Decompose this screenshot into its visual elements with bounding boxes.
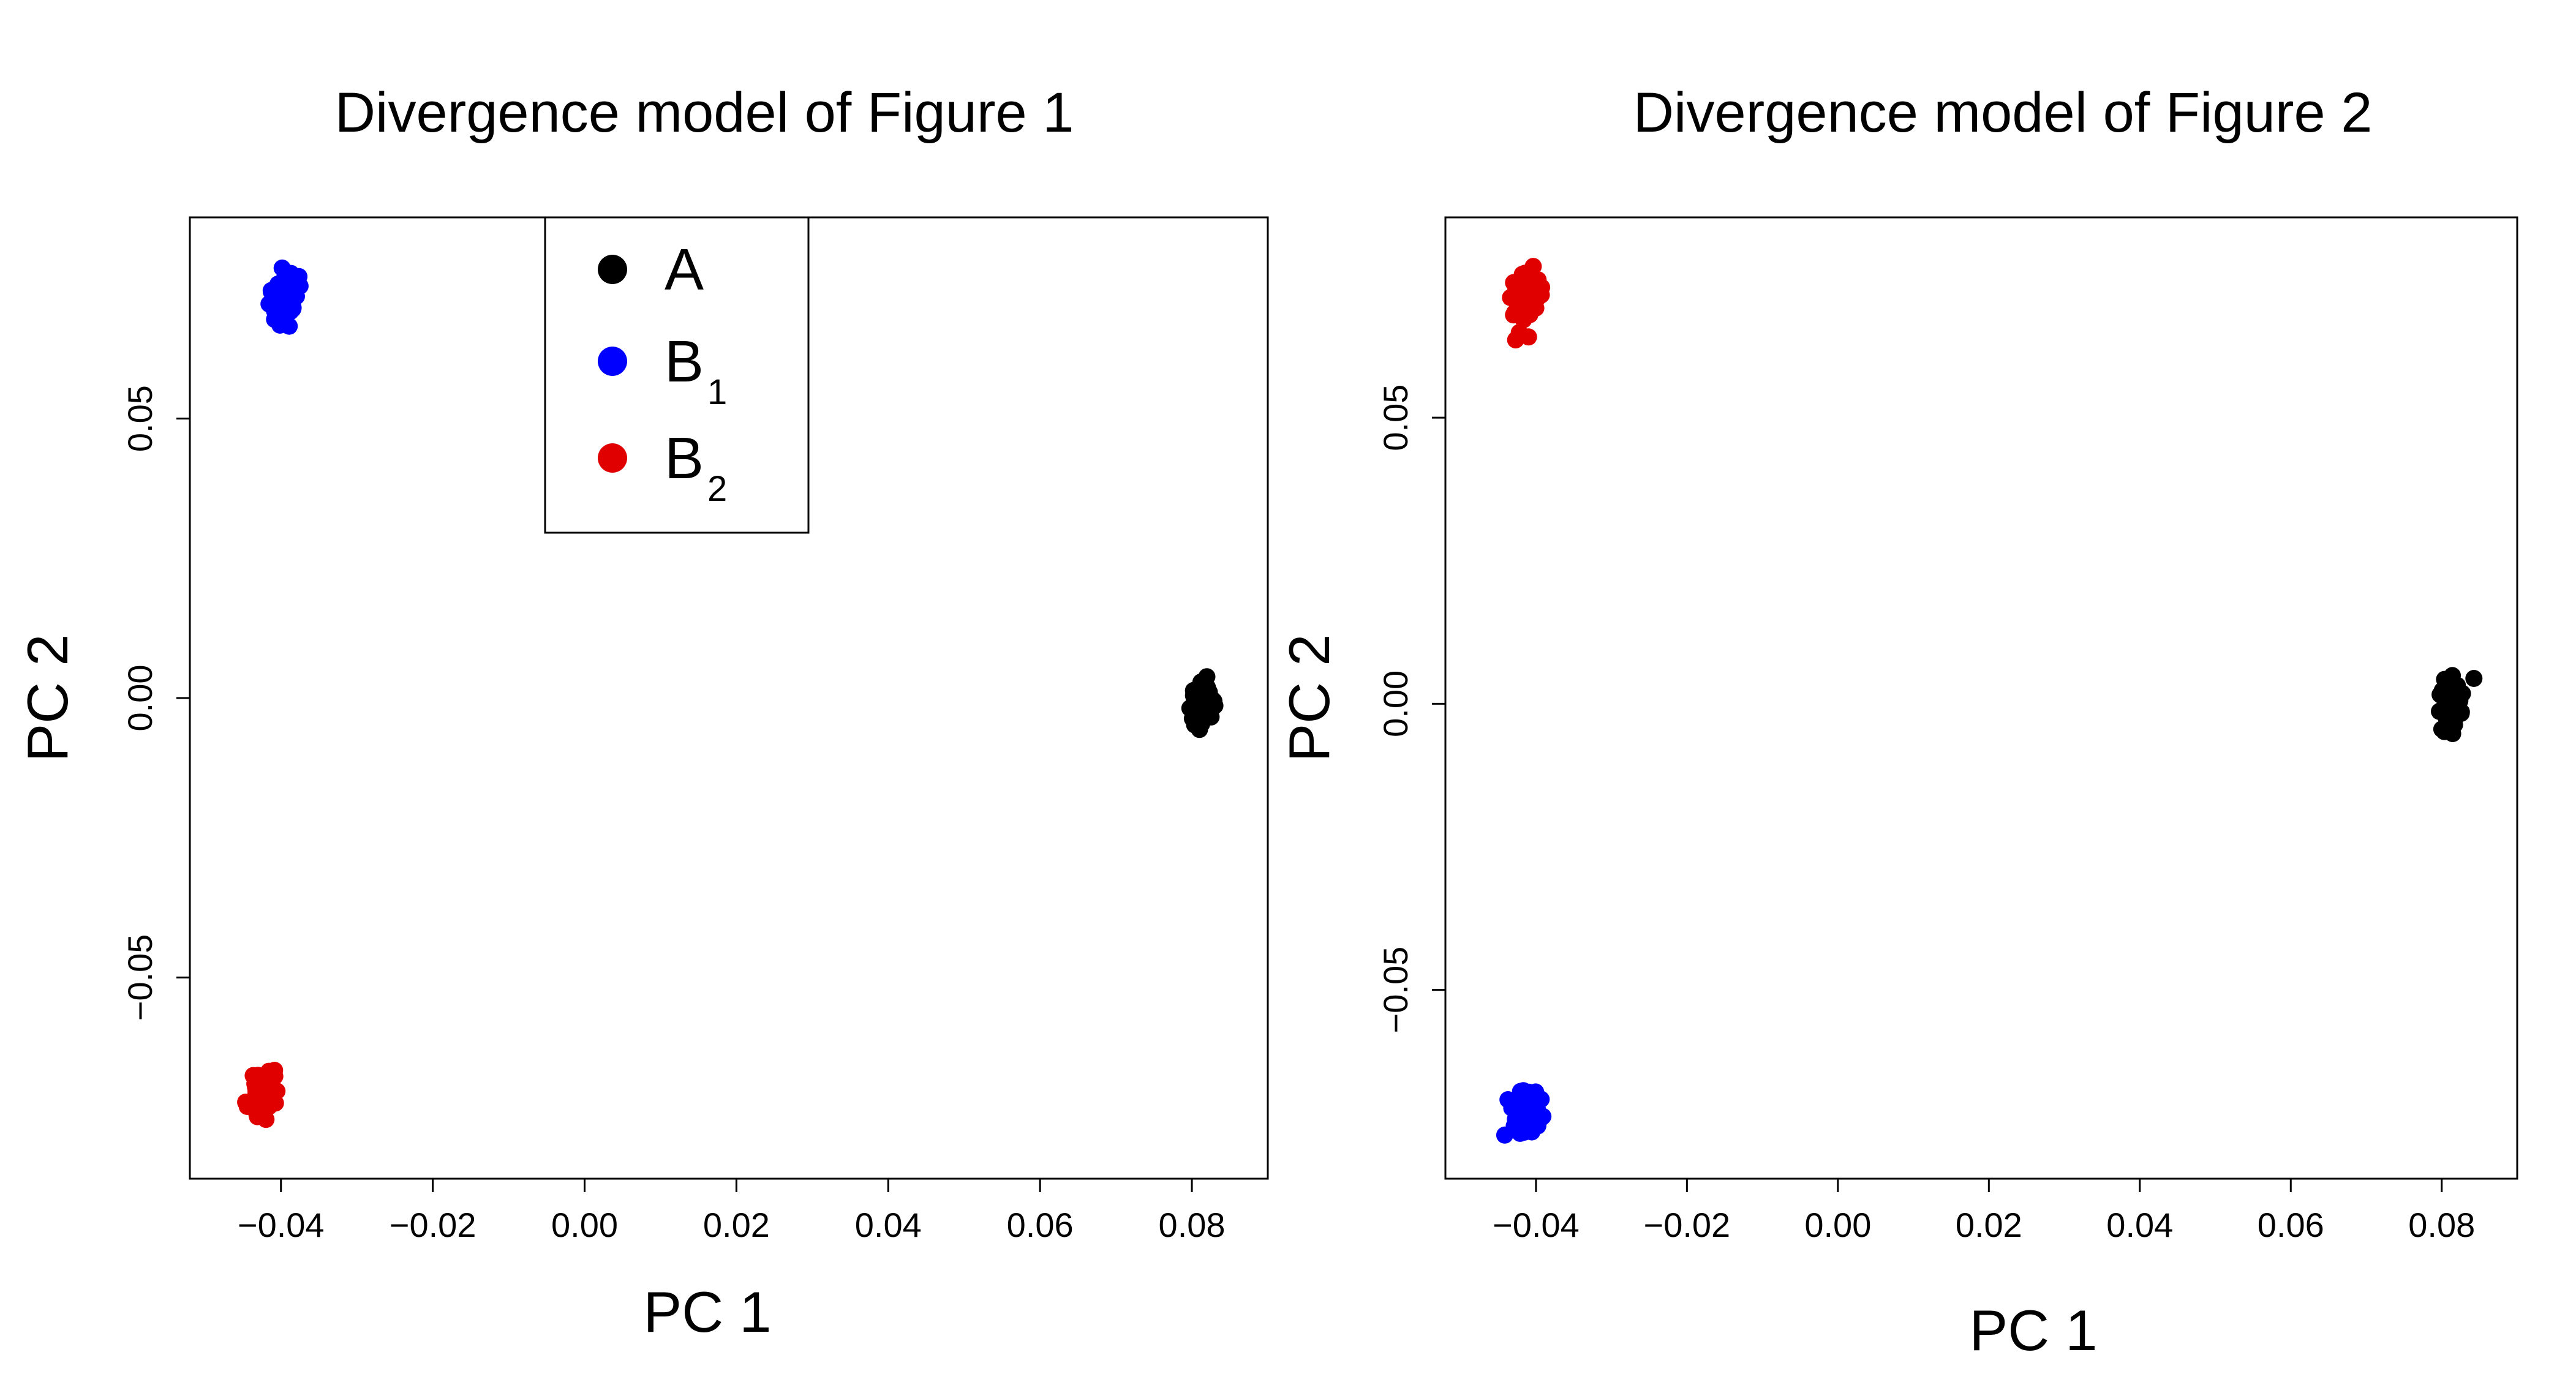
data-point <box>2438 693 2455 711</box>
y-tick-label: 0.05 <box>1376 385 1415 451</box>
x-tick-label: 0.04 <box>855 1206 922 1244</box>
data-point <box>269 276 287 293</box>
chart-title: Divergence model of Figure 2 <box>1633 81 2373 144</box>
data-point <box>2433 720 2450 738</box>
data-point <box>284 288 301 306</box>
y-tick-label: 0.00 <box>121 665 159 732</box>
data-point <box>1524 1113 1542 1131</box>
legend-marker-b2 <box>598 443 627 473</box>
legend-sub-b2: 2 <box>707 469 727 509</box>
x-axis: −0.04 −0.02 0.00 0.02 0.04 0.06 0.08 <box>238 1179 1226 1244</box>
y-axis: −0.05 0.00 0.05 <box>1376 385 1445 1034</box>
y-tick-label: −0.05 <box>121 934 159 1021</box>
legend-label-b1: B <box>665 329 704 394</box>
data-point <box>266 1062 284 1079</box>
data-point <box>271 307 289 325</box>
data-point <box>273 259 291 277</box>
scatter-panel-figure-1: Divergence model of Figure 1 −0.04 −0.02 0… <box>15 81 1269 1344</box>
x-tick-label: 0.00 <box>551 1206 618 1244</box>
x-axis-label: PC 1 <box>1970 1298 2098 1362</box>
y-tick-label: 0.05 <box>121 385 159 452</box>
data-point <box>1186 716 1203 734</box>
data-point <box>2446 709 2464 727</box>
x-tick-label: 0.04 <box>2106 1206 2173 1244</box>
data-point <box>1512 1108 1529 1125</box>
data-point <box>1508 282 1526 300</box>
x-tick-label: 0.06 <box>2258 1206 2324 1244</box>
legend-marker-b1 <box>598 347 627 376</box>
x-tick-label: 0.08 <box>1159 1206 1226 1244</box>
x-tick-label: −0.04 <box>1493 1206 1580 1244</box>
legend-label-a: A <box>665 237 704 302</box>
legend-sub-b1: 1 <box>707 372 727 412</box>
data-point <box>1199 678 1216 696</box>
data-point <box>1507 331 1524 349</box>
x-tick-label: 0.06 <box>1007 1206 1074 1244</box>
y-tick-label: 0.00 <box>1376 670 1415 737</box>
x-tick-label: 0.08 <box>2408 1206 2475 1244</box>
data-point <box>260 1098 278 1116</box>
legend-entry-b2: B 2 <box>598 426 727 509</box>
legend-box <box>544 216 810 534</box>
data-point <box>246 1093 263 1111</box>
y-tick-label: −0.05 <box>1376 947 1415 1034</box>
y-axis-label: PC 2 <box>15 634 80 762</box>
plot-frame <box>1444 216 2518 1180</box>
x-tick-label: −0.02 <box>390 1206 476 1244</box>
point-layer <box>1496 258 2483 1144</box>
data-point <box>284 300 301 318</box>
x-tick-label: −0.04 <box>238 1206 325 1244</box>
point-layer <box>237 259 1224 1128</box>
data-point <box>2465 670 2483 687</box>
legend-marker-a <box>598 255 627 284</box>
data-point <box>1514 1084 1532 1102</box>
scatter-panel-figure-2: Divergence model of Figure 2 −0.04 −0.02 0… <box>1277 81 2518 1362</box>
y-axis-label: PC 2 <box>1277 634 1341 762</box>
data-point <box>269 295 287 312</box>
x-axis-label: PC 1 <box>644 1280 772 1344</box>
x-tick-label: −0.02 <box>1644 1206 1731 1244</box>
data-point <box>1505 306 1523 324</box>
data-point <box>1528 1086 1546 1104</box>
chart-title: Divergence model of Figure 1 <box>335 81 1074 144</box>
x-tick-label: 0.00 <box>1804 1206 1871 1244</box>
data-point <box>252 1069 269 1087</box>
legend-entry-a: A <box>598 237 704 302</box>
x-tick-label: 0.02 <box>703 1206 770 1244</box>
legend: A B 1 B 2 <box>544 216 810 534</box>
data-point <box>2442 680 2460 697</box>
x-axis: −0.04 −0.02 0.00 0.02 0.04 0.06 0.08 <box>1493 1179 2475 1244</box>
legend-entry-b1: B 1 <box>598 329 727 412</box>
data-point <box>1520 328 1537 346</box>
data-point <box>1184 699 1202 716</box>
y-axis: −0.05 0.00 0.05 <box>121 385 190 1021</box>
legend-label-b2: B <box>665 426 704 491</box>
data-point <box>2444 667 2461 685</box>
x-tick-label: 0.02 <box>1956 1206 2022 1244</box>
